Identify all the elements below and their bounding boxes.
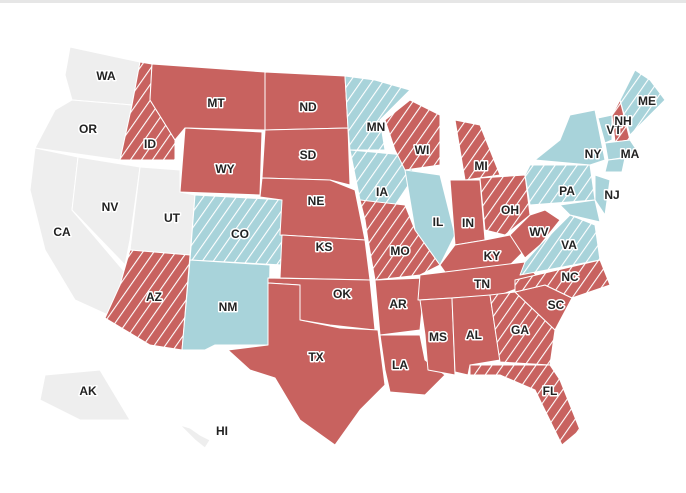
- state-label: CO: [231, 227, 249, 241]
- state-shape: [419, 297, 456, 376]
- state-shape: [39, 369, 131, 421]
- state-hatch: [385, 100, 440, 170]
- state-label: MA: [621, 147, 640, 161]
- state-label: OR: [79, 122, 97, 136]
- state-hatch: [345, 76, 410, 150]
- state-hatch: [120, 62, 175, 160]
- state-label: AZ: [146, 290, 162, 304]
- state-label: VT: [606, 123, 622, 137]
- state-label: IN: [462, 216, 474, 230]
- state-shape: [261, 127, 351, 186]
- state-label: AL: [466, 328, 482, 342]
- state-label: NH: [614, 114, 631, 128]
- state-label: ME: [638, 94, 656, 108]
- state-label: OK: [333, 287, 351, 301]
- state-hatch: [105, 250, 190, 350]
- state-label: WV: [529, 225, 548, 239]
- state-label: MN: [367, 120, 386, 134]
- state-label: UT: [164, 211, 181, 225]
- state-label: NE: [308, 194, 325, 208]
- state-hatch: [360, 200, 440, 280]
- state-hatch: [620, 70, 665, 135]
- state-label: VA: [561, 238, 577, 252]
- state-label: OH: [501, 203, 519, 217]
- state-label: WA: [96, 69, 116, 83]
- state-label: NV: [102, 200, 119, 214]
- state-shape: [181, 259, 271, 351]
- state-shape: [559, 199, 601, 223]
- state-label: HI: [216, 424, 228, 438]
- state-label: WI: [415, 143, 430, 157]
- state-shape: [449, 179, 486, 246]
- state-label: IA: [376, 185, 388, 199]
- state-label: NY: [585, 147, 602, 161]
- state-label: PA: [559, 184, 575, 198]
- state-shape: [604, 157, 626, 173]
- state-label: IL: [433, 215, 444, 229]
- state-label: ND: [299, 100, 317, 114]
- state-label: WY: [215, 162, 234, 176]
- state-label: MT: [207, 96, 225, 110]
- state-label: LA: [392, 358, 408, 372]
- state-shape: [71, 156, 141, 266]
- top-shadow: [0, 0, 686, 3]
- state-label: MS: [429, 330, 447, 344]
- state-label: TN: [474, 277, 490, 291]
- state-shape: [34, 99, 133, 161]
- state-label: MO: [390, 244, 409, 258]
- state-label: CA: [53, 225, 71, 239]
- state-label: NC: [561, 270, 579, 284]
- state-label: KY: [484, 249, 501, 263]
- state-label: TX: [308, 350, 323, 364]
- state-shape: [179, 424, 211, 449]
- state-shape: [534, 109, 606, 166]
- state-label: FL: [543, 384, 558, 398]
- state-label: GA: [511, 323, 529, 337]
- state-label: AR: [389, 297, 407, 311]
- state-hatch: [480, 175, 530, 235]
- state-shape: [604, 139, 641, 161]
- state-shape: [597, 114, 613, 144]
- state-label: SD: [300, 148, 317, 162]
- states: [29, 46, 666, 449]
- state-hatch: [455, 120, 500, 180]
- state-label: AK: [79, 384, 97, 398]
- state-hatch: [520, 215, 600, 275]
- state-label: SC: [548, 298, 565, 312]
- state-hatch: [350, 150, 415, 205]
- state-label: NM: [219, 300, 238, 314]
- state-shape: [379, 334, 446, 396]
- state-label: KS: [316, 240, 333, 254]
- state-hatch: [525, 165, 595, 205]
- state-hatch: [612, 100, 630, 142]
- state-hatch: [190, 195, 285, 265]
- state-shape: [374, 277, 426, 336]
- state-shape: [509, 209, 561, 259]
- state-hatch: [515, 260, 610, 298]
- state-shape: [227, 282, 386, 446]
- state-shape: [594, 174, 611, 216]
- state-label: ID: [144, 137, 156, 151]
- state-hatch: [470, 365, 580, 445]
- state-label: MI: [474, 159, 487, 173]
- state-label: NJ: [604, 188, 619, 202]
- state-hatch: [490, 292, 555, 365]
- state-labels: WA OR CA NV ID MT WY UT CO AZ NM ND SD NE KS OK TX MN IA MO…: [52, 68, 658, 440]
